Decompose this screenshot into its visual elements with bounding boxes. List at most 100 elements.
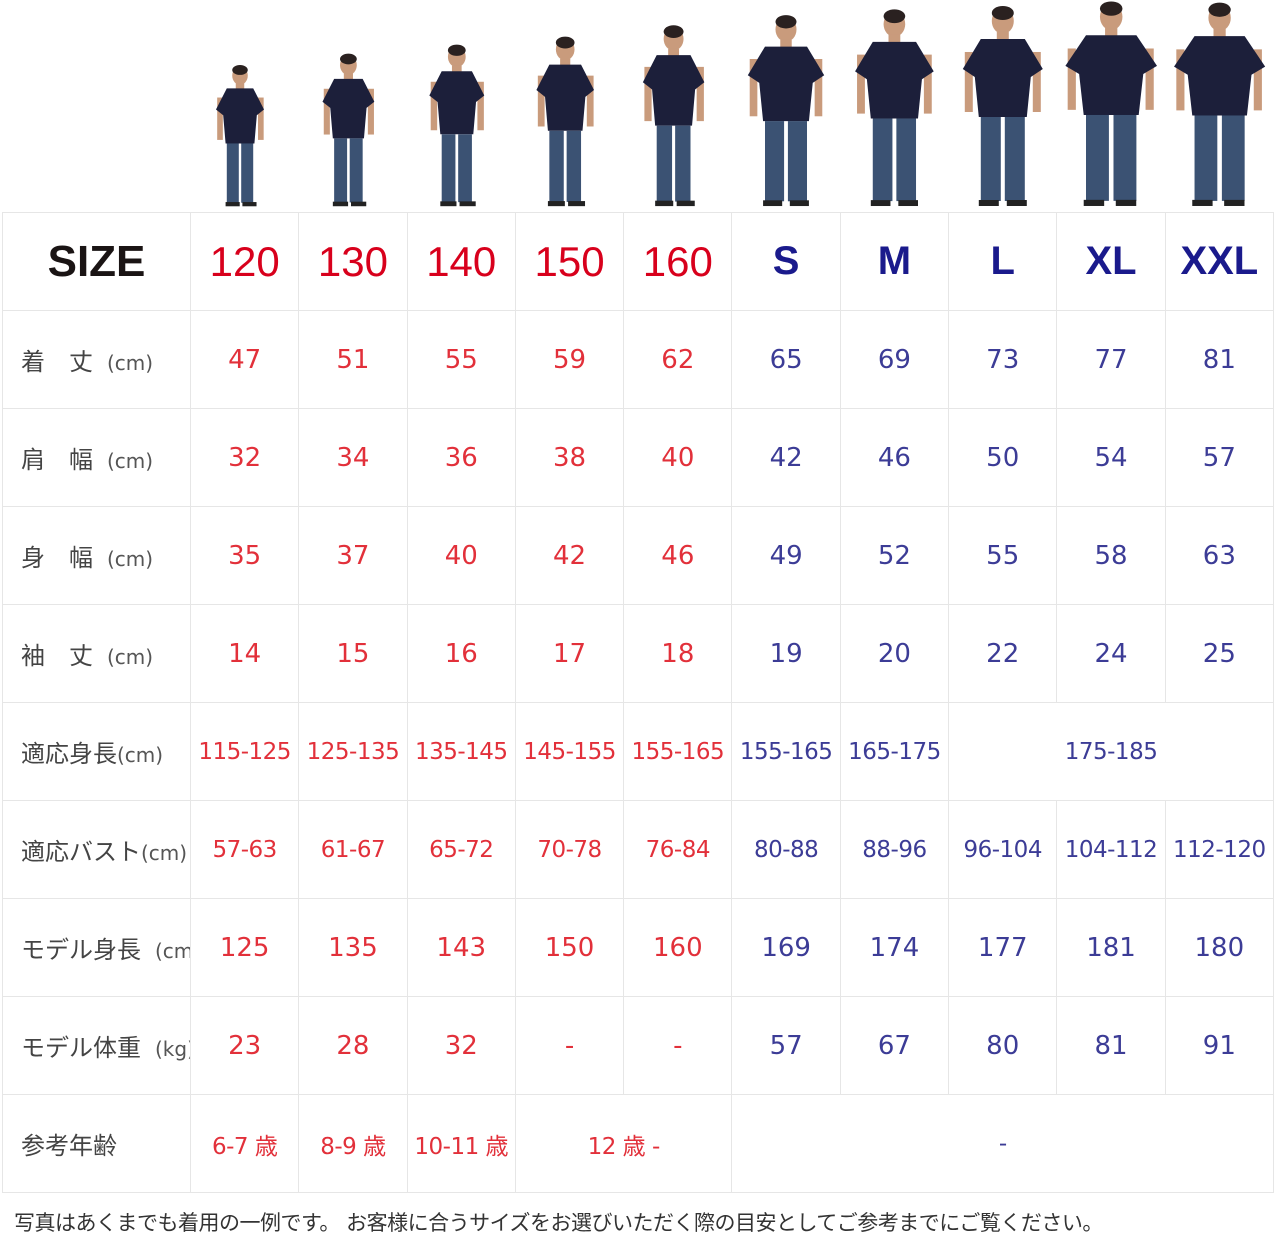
table-cell: 57 [1164, 408, 1275, 507]
model-figure [322, 53, 375, 207]
row-unit: (cm) [117, 743, 164, 767]
table-cell: 135-145 [406, 702, 516, 801]
size-header-row: SIZE 120 130 140 150 160 S M L XL XXL [2, 212, 1275, 311]
table-cell: 61-67 [298, 800, 408, 899]
row-label-text: 袖 丈 [21, 642, 93, 670]
table-row: 肩 幅 (cm) 32 34 36 38 40 42 46 50 54 57 [2, 408, 1275, 507]
table-cell: 14 [189, 604, 300, 703]
table-cell: 57-63 [189, 800, 300, 899]
table-cell: 115-125 [189, 702, 300, 801]
table-cell: 28 [298, 996, 408, 1095]
table-cell: 155-165 [623, 702, 733, 801]
table-cell: 17 [514, 604, 625, 703]
size-chart-table: SIZE 120 130 140 150 160 S M L XL XXL 着 丈 (cm) 47 51 55… [2, 212, 1275, 1193]
table-cell: 35 [189, 506, 300, 605]
row-label: 着 丈 (cm) [2, 310, 191, 409]
table-cell: 54 [1056, 408, 1166, 507]
table-cell: 62 [623, 310, 733, 409]
table-cell: 125 [189, 898, 300, 997]
row-unit: (cm) [155, 939, 190, 963]
size-header-label: SIZE [2, 212, 191, 311]
table-cell: 150 [514, 898, 625, 997]
table-cell: 8-9 歳 [298, 1094, 408, 1193]
table-cell: 96-104 [948, 800, 1058, 899]
table-cell: 50 [948, 408, 1058, 507]
table-cell: 63 [1164, 506, 1275, 605]
row-label-text: 適応バスト [21, 838, 141, 866]
row-label-text: 参考年齢 [21, 1132, 117, 1160]
table-cell: 76-84 [623, 800, 733, 899]
table-cell: 37 [298, 506, 408, 605]
model-figure [429, 44, 485, 207]
size-header-m: M [839, 212, 950, 311]
table-cell: 135 [298, 898, 408, 997]
table-cell: 73 [948, 310, 1058, 409]
table-cell: 70-78 [514, 800, 625, 899]
table-cell: 80 [948, 996, 1058, 1095]
table-cell: 10-11 歳 [406, 1094, 516, 1193]
table-cell: 145-155 [514, 702, 625, 801]
table-cell: 49 [731, 506, 841, 605]
row-label: モデル体重 (kg) [2, 996, 191, 1095]
table-cell: 47 [189, 310, 300, 409]
table-cell: 19 [731, 604, 841, 703]
table-cell: 88-96 [839, 800, 950, 899]
table-row: 適応身長(cm) 115-125 125-135 135-145 145-155 155-… [2, 702, 1274, 801]
table-cell: 59 [514, 310, 625, 409]
table-cell: 23 [189, 996, 300, 1095]
footnote: 写真はあくまでも着用の一例です。 お客様に合うサイズをお選びいただく際の目安とし… [14, 1211, 1103, 1235]
size-header-160: 160 [623, 212, 733, 311]
model-figure [642, 25, 705, 207]
model-photos [215, 1, 1266, 207]
table-cell: 40 [406, 506, 516, 605]
row-label-text: 肩 幅 [21, 446, 93, 474]
table-cell: 12 歳 - [514, 1094, 733, 1193]
row-unit: (cm) [107, 449, 154, 473]
row-label-text: モデル体重 [21, 1034, 141, 1062]
table-cell: 67 [839, 996, 950, 1095]
model-figure [855, 9, 934, 207]
table-cell: 112-120 [1164, 800, 1275, 899]
row-label: モデル身長 (cm) [2, 898, 191, 997]
table-row: 袖 丈 (cm) 14 15 16 17 18 19 20 22 24 25 [2, 604, 1275, 703]
row-label-text: モデル身長 [21, 936, 141, 964]
row-label: 袖 丈 (cm) [2, 604, 191, 703]
row-unit: (cm) [141, 841, 188, 865]
table-cell: 6-7 歳 [189, 1094, 300, 1193]
table-cell: 16 [406, 604, 516, 703]
table-cell: 175-185 [948, 702, 1274, 801]
model-figure [1174, 2, 1266, 206]
row-label: 肩 幅 (cm) [2, 408, 191, 507]
table-cell: 58 [1056, 506, 1166, 605]
table-cell: - [623, 996, 733, 1095]
table-cell: 181 [1056, 898, 1166, 997]
model-figure [962, 5, 1043, 206]
row-label: 身 幅 (cm) [2, 506, 191, 605]
table-cell: 24 [1056, 604, 1166, 703]
model-figure [215, 65, 265, 207]
row-unit: (cm) [107, 351, 154, 375]
table-cell: 65-72 [406, 800, 516, 899]
table-cell: 42 [731, 408, 841, 507]
size-header-s: S [731, 212, 841, 311]
table-row: 着 丈 (cm) 47 51 55 59 62 65 69 73 77 81 [2, 310, 1275, 409]
table-cell: 91 [1164, 996, 1275, 1095]
table-cell: 81 [1056, 996, 1166, 1095]
table-cell: 160 [623, 898, 733, 997]
table-cell: 34 [298, 408, 408, 507]
size-header-150: 150 [514, 212, 625, 311]
table-cell: 42 [514, 506, 625, 605]
row-unit: (cm) [107, 547, 154, 571]
size-header-l: L [948, 212, 1058, 311]
row-label-text: 着 丈 [21, 348, 93, 376]
table-cell: 52 [839, 506, 950, 605]
row-label-text: 身 幅 [21, 544, 93, 572]
table-cell: 65 [731, 310, 841, 409]
table-cell: 143 [406, 898, 516, 997]
size-header-xxl: XXL [1164, 212, 1275, 311]
table-cell: 22 [948, 604, 1058, 703]
table-cell: 40 [623, 408, 733, 507]
row-unit: (cm) [107, 645, 154, 669]
